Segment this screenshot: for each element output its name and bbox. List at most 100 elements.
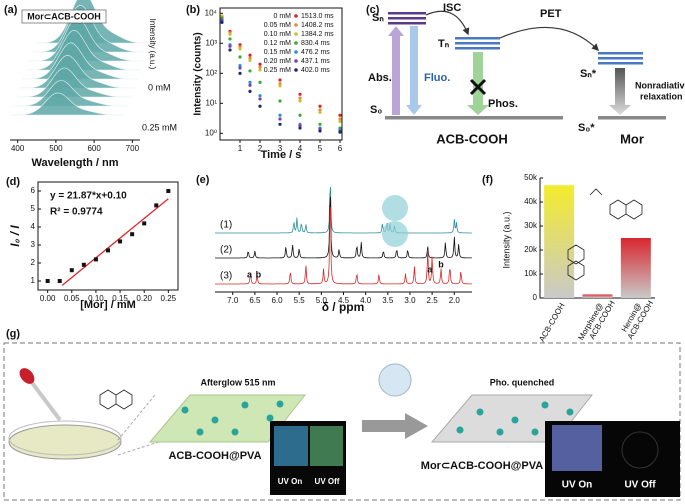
film-dot [476,408,484,416]
y-tick-label: 10⁰ [205,128,217,137]
arrow [609,68,631,115]
level-bar [388,22,426,25]
legend-value: 1384.2 ms [301,31,334,38]
data-point [106,248,110,253]
scheme: (g) Afterglow 515 nm ACB-COOH@PVA UV On … [3,328,681,501]
data-point [318,108,322,112]
y-tick-label: 0 [533,293,538,302]
trace-label: (2) [220,245,232,256]
spectrum [16,67,132,98]
level-bar [598,52,643,55]
trace-label: (3) [220,271,232,282]
data-point [298,124,302,128]
label: (b) [186,4,200,16]
process-label: Nonradiative [635,80,685,90]
panel-label: (g) [6,328,20,340]
photo-label: UV Off [315,477,340,486]
x-tick-label: 6 [338,144,343,153]
data-point [278,99,282,103]
data-point [93,257,98,262]
label: δ / ppm [322,300,365,314]
x-tick-label: 5.0 [316,296,328,305]
data-point [338,119,342,123]
data-point [238,71,242,75]
panel-label: (c) [366,4,380,16]
x-tick-label: 400 [11,144,25,153]
data-point [248,80,252,84]
data-point [258,62,262,66]
bar [544,185,575,298]
legend-value: 402.0 ms [301,67,330,74]
legend-marker [294,32,298,36]
film-dot [196,428,204,436]
x-tick-label: 0.20 [136,294,152,303]
level-label: Tₙ [438,38,450,50]
film-dot [241,401,249,409]
species-label: Mor [620,131,644,146]
peak-label: a [247,269,253,279]
nmr-trace [215,207,472,285]
photo-sample [310,426,343,466]
data-point [338,130,342,134]
label: Time / s [261,149,302,161]
film-dot [276,400,284,408]
film-dot [266,414,274,422]
y-tick-label: 10¹ [205,98,217,107]
spectrum [22,42,138,80]
data-point [258,65,262,69]
data-point [154,203,159,208]
label: Mor⊂ACB-COOH [27,11,101,21]
label: y = 21.87*x+0.10 [50,191,127,202]
legend-marker [294,23,298,27]
arrow [499,26,600,52]
fit-line [61,198,169,286]
data-point [228,44,232,48]
data-point [258,68,262,72]
x-tick-label: ACB-COOH [537,301,566,343]
peak-label: b [438,259,444,269]
label: 0.25 mM [142,122,177,132]
x-tick-label: 600 [87,144,101,153]
plot-frame [37,181,179,291]
data-point [228,32,232,36]
bar [620,238,651,298]
data-point [238,55,242,59]
data-point [258,80,262,84]
photo-label: UV On [278,477,303,486]
x-tick-label: 2 [258,144,263,153]
process-label: ISC [443,2,461,14]
data-point [220,18,224,22]
legend-marker [294,41,298,45]
y-tick-label: 10³ [205,38,217,47]
data-point [57,279,62,283]
x-tick-label: 7.0 [227,296,239,305]
x-tick-label: 4.5 [338,296,350,305]
x-tick-label: 5 [318,144,323,153]
arrow [388,26,404,115]
x-tick-label: 0.10 [88,294,104,303]
label: Intensity (a.u.) [148,19,157,70]
data-point [45,279,50,283]
photo-sample [552,425,602,471]
level-bar [455,37,500,40]
level-label: Sₙ [372,12,384,24]
molecule [99,389,133,410]
x-tick-label: 4 [298,144,303,153]
legend-marker [294,68,298,72]
film-dot [181,406,189,414]
x-tick-label: Heroin@ACB-COOH [618,294,655,341]
legend-value: 1408.2 ms [301,22,334,29]
level-label: Sₙ* [580,68,597,80]
data-point [248,69,252,73]
legend-marker [294,14,298,18]
data-point [278,82,282,86]
molecule-icon [382,195,408,221]
level-bar [455,47,500,50]
arrow [406,26,422,115]
y-tick-label: 4 [31,222,36,231]
molecule-bubble [378,363,412,397]
x-tick-label: 2.5 [427,296,439,305]
process-label: Abs. [368,72,392,84]
data-point [228,37,232,41]
